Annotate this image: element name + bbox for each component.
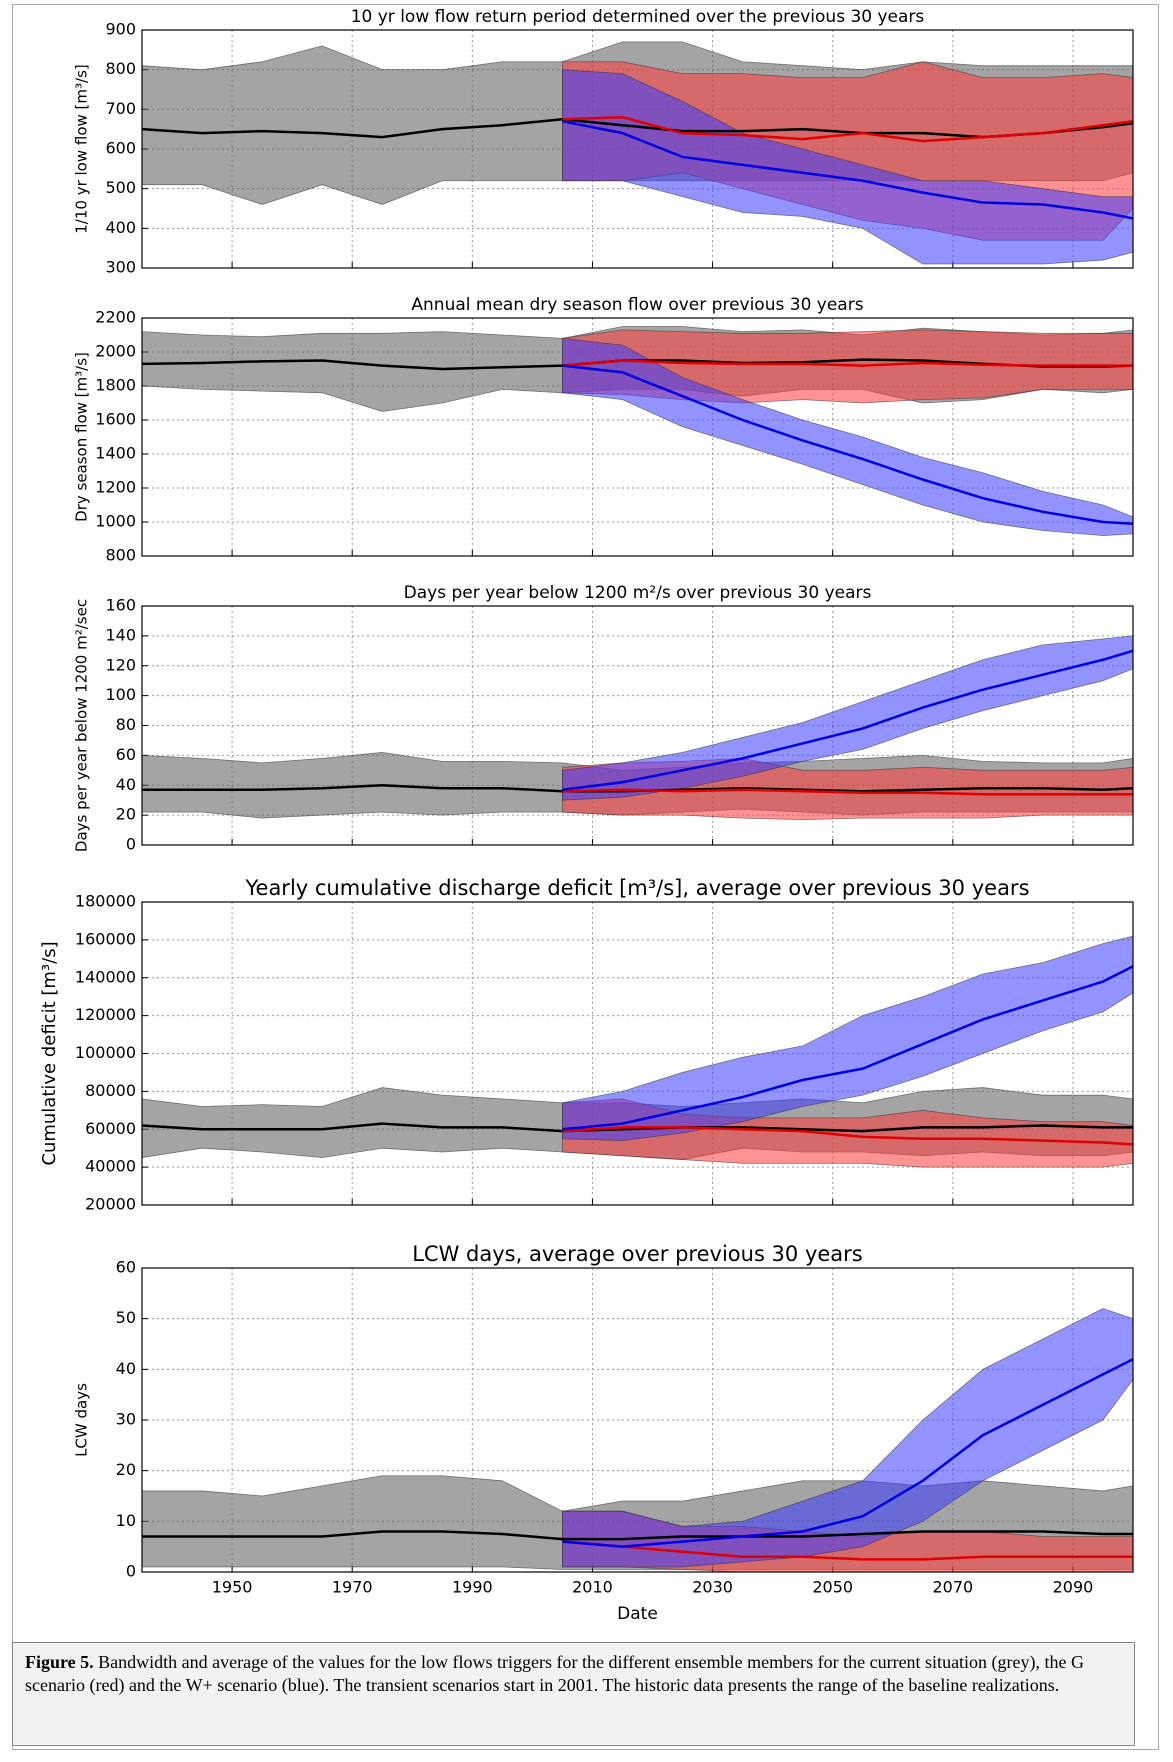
mean-line: [562, 649, 1134, 791]
mean-line: [562, 359, 1133, 367]
plot-frame: [141, 29, 1134, 269]
mean-line: [562, 1126, 1134, 1146]
y-axis-label: Days per year below 1200 m²/sec: [73, 599, 91, 852]
y-tick-label: 40: [116, 775, 136, 794]
y-axis-label: Dry season flow [m³/s]: [73, 352, 91, 522]
y-tick-label: 160: [105, 596, 136, 615]
y-tick-label: 1800: [95, 376, 136, 395]
y-tick-label: 180000: [75, 892, 136, 911]
x-tick-label: 2010: [572, 1578, 613, 1597]
y-tick-label: 300: [105, 258, 136, 277]
plot-frame: [141, 1267, 1134, 1573]
y-tick-label: 400: [105, 218, 136, 237]
y-tick-label: 100: [105, 685, 136, 704]
chart-title: Days per year below 1200 m²/s over previ…: [404, 583, 872, 603]
x-tick-label: 1950: [212, 1578, 253, 1597]
y-tick-label: 700: [105, 99, 136, 118]
y-tick-label: 0: [126, 1562, 136, 1581]
y-axis-label: LCW days: [73, 1383, 91, 1457]
chart-title: Annual mean dry season flow over previou…: [411, 295, 863, 315]
y-tick-label: 20: [116, 1460, 136, 1479]
y-tick-label: 140: [105, 625, 136, 644]
x-tick-label: 1990: [452, 1578, 493, 1597]
mean-line: [562, 1358, 1134, 1548]
y-tick-label: 50: [116, 1308, 136, 1327]
x-tick-label: 2030: [692, 1578, 733, 1597]
y-tick-label: 10: [116, 1511, 136, 1530]
caption: Figure 5. Bandwidth and average of the v…: [12, 1642, 1135, 1746]
mean-line: [562, 1540, 1133, 1561]
x-tick-label: 2050: [812, 1578, 853, 1597]
y-axis-label: 1/10 yr low flow [m³/s]: [73, 64, 91, 234]
y-tick-label: 60: [116, 745, 136, 764]
chart-title: Yearly cumulative discharge deficit [m³/…: [244, 876, 1029, 900]
y-tick-label: 2200: [95, 308, 136, 327]
y-tick-label: 60: [116, 1258, 136, 1277]
y-tick-label: 1200: [95, 478, 136, 497]
mean-line: [562, 788, 1133, 796]
y-tick-label: 80000: [85, 1081, 136, 1100]
y-tick-label: 1000: [95, 512, 136, 531]
y-tick-label: 0: [126, 835, 136, 854]
y-tick-label: 120: [105, 655, 136, 674]
y-tick-label: 120000: [75, 1005, 136, 1024]
x-axis-label: Date: [617, 1604, 658, 1624]
y-axis-label: Cumulative deficit [m³/s]: [39, 941, 60, 1165]
x-tick-label: 2090: [1053, 1578, 1094, 1597]
mean-line: [562, 116, 1134, 143]
caption-text: Bandwidth and average of the values for …: [25, 1652, 1085, 1696]
y-tick-label: 40000: [85, 1157, 136, 1176]
y-tick-label: 900: [105, 20, 136, 39]
mean-line: [142, 1530, 1133, 1541]
figure-frame: [12, 4, 1159, 1750]
y-tick-label: 60000: [85, 1119, 136, 1138]
y-tick-label: 600: [105, 139, 136, 158]
y-tick-label: 1400: [95, 444, 136, 463]
y-tick-label: 800: [105, 546, 136, 565]
y-tick-label: 80: [116, 715, 136, 734]
plot-frame: [141, 605, 1134, 846]
mean-line: [562, 965, 1134, 1131]
mean-line: [562, 120, 1134, 220]
y-tick-label: 1600: [95, 410, 136, 429]
plot-frame: [141, 317, 1134, 557]
y-tick-label: 100000: [75, 1043, 136, 1062]
caption-label: Figure 5.: [25, 1652, 94, 1672]
y-tick-label: 40: [116, 1359, 136, 1378]
plot-frame: [141, 901, 1134, 1206]
y-tick-label: 2000: [95, 342, 136, 361]
y-tick-label: 500: [105, 178, 136, 197]
y-tick-label: 160000: [75, 929, 136, 948]
y-tick-label: 140000: [75, 967, 136, 986]
y-tick-label: 800: [105, 59, 136, 78]
chart-title: 10 yr low flow return period determined …: [351, 7, 925, 27]
x-tick-label: 1970: [332, 1578, 373, 1597]
y-tick-label: 30: [116, 1410, 136, 1429]
mean-line: [562, 364, 1134, 525]
y-tick-label: 20: [116, 805, 136, 824]
chart-title: LCW days, average over previous 30 years: [412, 1242, 863, 1266]
x-tick-label: 2070: [932, 1578, 973, 1597]
y-tick-label: 20000: [85, 1195, 136, 1214]
